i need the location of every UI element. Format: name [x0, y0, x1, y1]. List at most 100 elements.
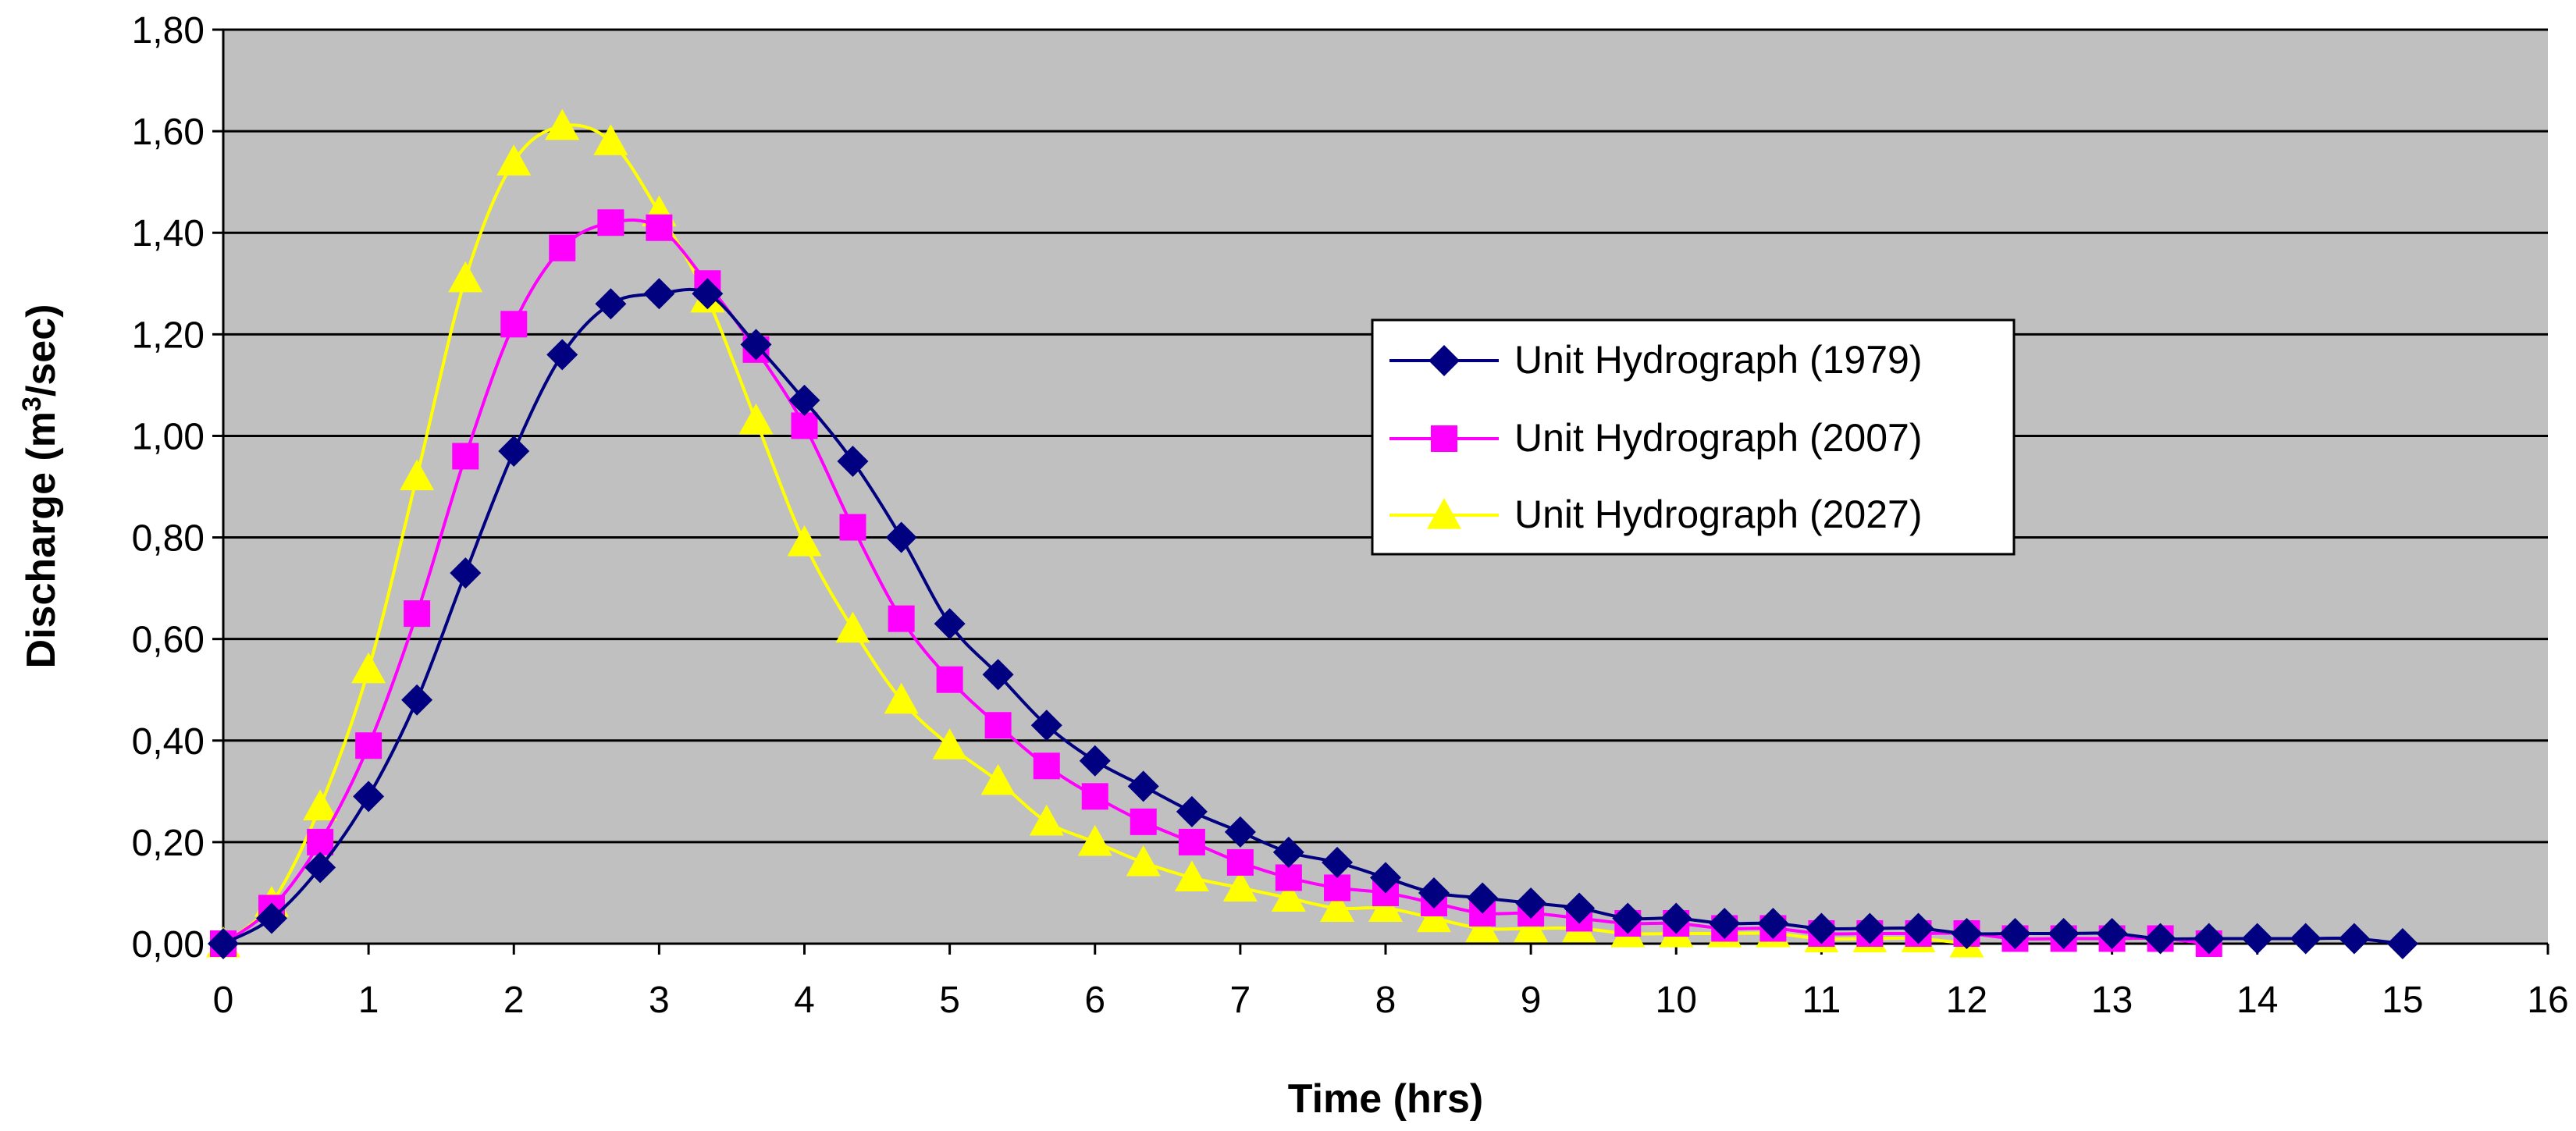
x-tick-label: 14 — [2236, 980, 2278, 1021]
data-point-1979 — [498, 435, 530, 467]
y-tick-label: 1,60 — [132, 112, 205, 153]
legend-marker-shape — [1429, 345, 1460, 376]
data-point-1979 — [450, 557, 482, 589]
data-point-2027 — [835, 611, 870, 643]
data-point-1979 — [1515, 887, 1547, 919]
data-point-1979 — [2193, 923, 2225, 955]
x-tick-label: 9 — [1521, 980, 1542, 1021]
x-tick-label: 13 — [2091, 980, 2133, 1021]
data-point-2007 — [1324, 874, 1351, 902]
data-point-1979 — [1709, 907, 1741, 939]
y-tick-label: 0,80 — [132, 518, 205, 560]
y-axis-title-superscript: 3 — [17, 397, 47, 411]
x-tick-label: 10 — [1656, 980, 1697, 1021]
data-point-2007 — [984, 712, 1012, 739]
legend-label-1979: Unit Hydrograph (1979) — [1514, 338, 1923, 382]
legend-marker-shape — [1427, 498, 1461, 529]
data-point-1979 — [885, 521, 917, 553]
data-point-2007 — [355, 732, 382, 759]
data-point-2007 — [452, 443, 479, 470]
data-point-1979 — [1612, 902, 1644, 934]
data-point-1979 — [1854, 912, 1886, 944]
data-point-1979 — [401, 684, 433, 716]
y-axis-title-end: /sec) — [19, 304, 64, 397]
data-point-1979 — [546, 339, 578, 371]
data-point-2027 — [980, 763, 1016, 795]
data-point-1979 — [2144, 923, 2176, 955]
series-group — [206, 108, 2418, 959]
data-point-2027 — [1514, 911, 1549, 943]
data-point-2007 — [839, 514, 866, 541]
data-point-2007 — [549, 234, 576, 261]
data-point-2027 — [1271, 880, 1306, 912]
data-point-1979 — [788, 384, 820, 416]
data-point-1979 — [643, 278, 675, 310]
x-tick-label: 3 — [649, 980, 670, 1021]
data-point-2027 — [1126, 845, 1161, 877]
data-point-1979 — [982, 659, 1014, 691]
data-point-1979 — [1224, 816, 1256, 848]
data-point-2027 — [738, 403, 774, 435]
legend: Unit Hydrograph (1979) Unit Hydrograph (… — [1371, 318, 2016, 556]
legend-marker-shape — [1431, 425, 1457, 452]
series-1979 — [208, 278, 2418, 959]
data-point-2007 — [597, 209, 624, 237]
data-point-1979 — [1902, 912, 1934, 944]
data-point-2007 — [1081, 783, 1108, 810]
x-tick-label: 4 — [794, 980, 815, 1021]
x-tick-label: 5 — [939, 980, 960, 1021]
data-point-2007 — [1033, 752, 1060, 780]
data-point-1979 — [2386, 928, 2418, 959]
data-point-2027 — [932, 728, 967, 759]
x-tick-label: 6 — [1084, 980, 1105, 1021]
y-tick-label: 0,00 — [132, 924, 205, 966]
y-tick-label: 0,60 — [132, 620, 205, 661]
data-point-1979 — [692, 278, 724, 310]
x-tick-label: 7 — [1230, 980, 1251, 1021]
data-point-1979 — [2290, 923, 2322, 955]
data-point-1979 — [1030, 710, 1062, 742]
legend-marker-2007 — [1431, 425, 1457, 452]
x-axis-title: Time (hrs) — [1288, 1076, 1483, 1122]
data-point-1979 — [2338, 923, 2370, 955]
data-point-2007 — [936, 666, 963, 693]
data-point-2027 — [787, 525, 822, 557]
data-point-2027 — [303, 789, 338, 820]
y-tick-label: 0,40 — [132, 721, 205, 763]
data-point-1979 — [304, 852, 336, 884]
x-tick-label: 0 — [213, 980, 234, 1021]
x-tick-label: 8 — [1375, 980, 1397, 1021]
data-point-2007 — [500, 311, 528, 338]
data-point-2027 — [1320, 891, 1355, 923]
data-point-1979 — [595, 288, 627, 320]
legend-label-2007: Unit Hydrograph (2007) — [1514, 416, 1923, 460]
data-point-1979 — [1467, 882, 1499, 914]
data-point-2027 — [1416, 901, 1451, 933]
x-tick-label: 16 — [2527, 980, 2568, 1021]
x-tick-label: 11 — [1802, 980, 1841, 1021]
data-point-1979 — [1564, 892, 1596, 924]
data-point-1979 — [1322, 846, 1354, 878]
y-tick-label: 1,20 — [132, 315, 205, 356]
data-point-2027 — [1465, 911, 1500, 943]
data-point-1979 — [2096, 917, 2128, 949]
data-point-1979 — [1757, 907, 1789, 939]
data-point-1979 — [837, 445, 869, 477]
data-point-1979 — [1079, 745, 1111, 777]
data-point-2007 — [1178, 828, 1205, 855]
data-point-2007 — [1130, 808, 1157, 835]
data-point-1979 — [1660, 902, 1692, 934]
data-point-1979 — [255, 902, 287, 934]
data-point-2027 — [1077, 824, 1112, 856]
data-point-2027 — [496, 144, 532, 176]
y-axis-title-main: Discharge (m — [19, 411, 64, 668]
data-point-1979 — [1951, 917, 1983, 949]
legend-marker-1979 — [1429, 345, 1460, 376]
legend-label-2027: Unit Hydrograph (2027) — [1514, 493, 1923, 536]
data-point-1979 — [740, 329, 772, 361]
x-tick-label: 2 — [503, 980, 525, 1021]
data-point-2027 — [1368, 891, 1403, 923]
x-tick-label: 15 — [2382, 980, 2423, 1021]
data-point-2027 — [1174, 860, 1209, 892]
